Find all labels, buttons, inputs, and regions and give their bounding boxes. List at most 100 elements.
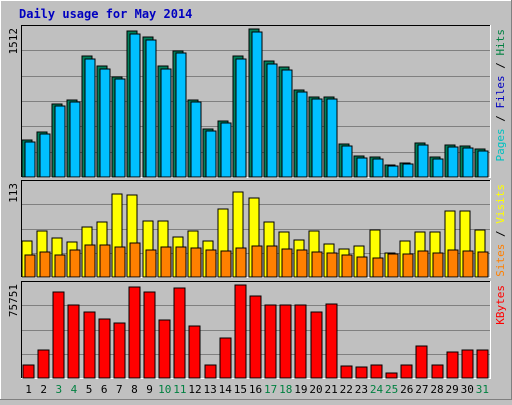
bar-kbytes-kbytes-day-27 [415, 345, 428, 379]
legend-entry-visits: Visits [494, 184, 507, 224]
x-tick-label-day-27: 27 [415, 383, 428, 396]
bar-hits-files-day-31 [477, 150, 489, 178]
x-tick-label-day-30: 30 [461, 383, 474, 396]
bar-kbytes-kbytes-day-6 [98, 318, 111, 379]
bar-kbytes-kbytes-day-8 [128, 286, 141, 379]
bar-kbytes-kbytes-day-10 [158, 319, 171, 379]
legend-visits: Sites / Visits [494, 184, 507, 277]
bar-visits-sites-day-15 [235, 247, 247, 278]
x-tick-label-day-23: 23 [355, 383, 368, 396]
x-tick-label-day-14: 14 [219, 383, 233, 396]
x-tick-label-day-31: 31 [476, 383, 489, 396]
bar-visits-sites-day-30 [462, 250, 474, 278]
panel-visits: 113 Sites / Visits [7, 180, 507, 278]
x-tick-label-day-22: 22 [340, 383, 353, 396]
bar-hits-files-day-3 [54, 105, 66, 178]
bar-hits-files-day-17 [266, 63, 278, 178]
x-tick-label-day-4: 4 [71, 383, 78, 396]
bar-visits-sites-day-5 [84, 244, 96, 278]
bar-hits-files-day-4 [69, 101, 81, 178]
bar-hits-files-day-19 [296, 91, 308, 178]
x-tick-label-day-13: 13 [203, 383, 216, 396]
legend-entry-sites: Sites [494, 244, 507, 277]
bar-hits-files-day-27 [417, 144, 429, 178]
bar-visits-sites-day-23 [356, 256, 368, 278]
bar-hits-files-day-16 [251, 31, 263, 178]
legend-entry-kbytes: KBytes [494, 285, 507, 325]
bar-hits-files-day-5 [84, 58, 96, 178]
bar-hits-files-day-11 [175, 52, 187, 178]
bar-kbytes-kbytes-day-25 [385, 372, 398, 379]
x-tick-label-day-6: 6 [101, 383, 108, 396]
x-tick-label-day-20: 20 [309, 383, 322, 396]
x-tick-label-day-12: 12 [188, 383, 201, 396]
bar-visits-sites-day-9 [145, 249, 157, 278]
bar-hits-files-day-18 [281, 69, 293, 178]
bar-visits-sites-day-14 [220, 250, 232, 278]
bar-visits-sites-day-3 [54, 254, 66, 278]
chart-title: Daily usage for May 2014 [19, 7, 192, 21]
x-tick-label-day-10: 10 [158, 383, 171, 396]
y-max-label-kbytes: 75751 [7, 284, 20, 317]
bar-hits-files-day-22 [341, 145, 353, 178]
bar-visits-sites-day-11 [175, 246, 187, 278]
bar-kbytes-kbytes-day-13 [204, 364, 217, 379]
bar-hits-files-day-21 [326, 98, 338, 178]
x-tick-label-day-8: 8 [131, 383, 138, 396]
x-tick-label-day-5: 5 [86, 383, 93, 396]
bar-kbytes-kbytes-day-14 [219, 337, 232, 379]
bar-kbytes-kbytes-day-11 [173, 287, 186, 379]
bar-kbytes-kbytes-day-12 [188, 325, 201, 379]
bar-visits-sites-day-21 [326, 252, 338, 278]
x-tick-label-day-29: 29 [446, 383, 459, 396]
bar-hits-files-day-29 [447, 146, 459, 178]
x-tick-label-day-9: 9 [146, 383, 153, 396]
bar-hits-files-day-30 [462, 147, 474, 178]
bar-hits-files-day-7 [114, 78, 126, 178]
bar-visits-sites-day-24 [372, 257, 384, 278]
panel-hits: 1512 Pages / Files / Hits [7, 25, 507, 178]
x-tick-label-day-11: 11 [173, 383, 186, 396]
bar-kbytes-kbytes-day-4 [67, 304, 80, 379]
bar-visits-sites-day-18 [281, 248, 293, 278]
bar-visits-sites-day-20 [311, 251, 323, 278]
legend-separator: / [494, 224, 507, 244]
bar-kbytes-kbytes-day-7 [113, 322, 126, 379]
bar-kbytes-kbytes-day-5 [83, 311, 96, 379]
bar-visits-sites-day-28 [432, 252, 444, 278]
bar-visits-sites-day-26 [402, 253, 414, 278]
bar-visits-sites-day-2 [39, 251, 51, 278]
bar-hits-files-day-25 [387, 165, 399, 178]
legend-kbytes: KBytes [494, 285, 507, 325]
bar-visits-sites-day-6 [99, 244, 111, 278]
bar-hits-files-day-1 [24, 141, 36, 178]
x-tick-label-day-2: 2 [40, 383, 47, 396]
legend-entry-files: Files [494, 75, 507, 108]
bar-hits-files-day-24 [372, 158, 384, 178]
x-tick-label-day-16: 16 [249, 383, 262, 396]
x-tick-label-day-18: 18 [279, 383, 292, 396]
bar-hits-files-day-8 [129, 33, 141, 178]
legend-entry-hits: Hits [494, 29, 507, 56]
x-tick-label-day-15: 15 [234, 383, 247, 396]
bar-visits-sites-day-29 [447, 249, 459, 278]
x-tick-label-day-26: 26 [400, 383, 413, 396]
bar-kbytes-kbytes-day-1 [22, 364, 35, 379]
bar-visits-sites-day-25 [387, 253, 399, 278]
x-tick-label-day-19: 19 [294, 383, 307, 396]
bar-kbytes-kbytes-day-15 [234, 284, 247, 379]
bar-kbytes-kbytes-day-20 [310, 311, 323, 379]
x-tick-label-day-25: 25 [385, 383, 398, 396]
bar-visits-sites-day-16 [251, 245, 263, 278]
y-max-label-hits: 1512 [7, 28, 20, 55]
bar-visits-sites-day-4 [69, 249, 81, 278]
bar-visits-sites-day-10 [160, 246, 172, 278]
legend-hits: Pages / Files / Hits [494, 29, 507, 162]
x-tick-label-day-7: 7 [116, 383, 123, 396]
bar-hits-files-day-26 [402, 163, 414, 178]
legend-separator: / [494, 56, 507, 76]
bar-hits-files-day-20 [311, 98, 323, 178]
bar-visits-sites-day-22 [341, 254, 353, 278]
